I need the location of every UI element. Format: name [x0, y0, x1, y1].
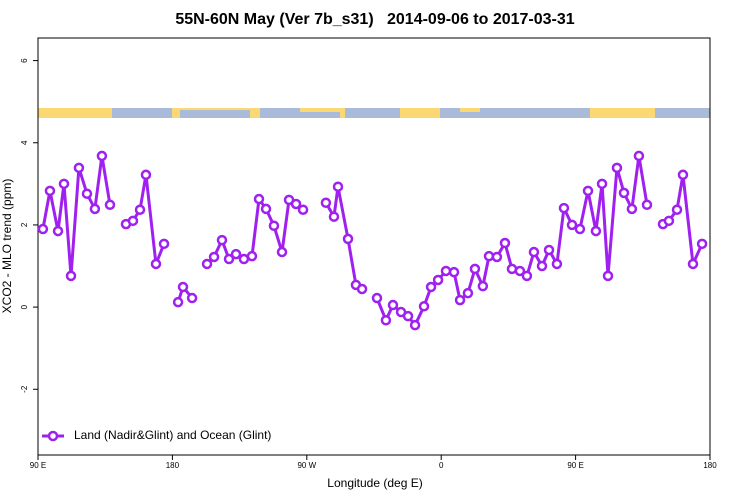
x-tick-label: 0	[439, 461, 444, 470]
point	[536, 260, 548, 272]
point	[551, 258, 563, 270]
point	[201, 258, 213, 270]
point	[253, 193, 265, 205]
y-tick-label: 4	[20, 140, 29, 145]
point	[96, 150, 108, 162]
point	[499, 237, 511, 249]
point	[172, 296, 184, 308]
point	[590, 225, 602, 237]
legend-marker	[47, 430, 59, 442]
point	[641, 199, 653, 211]
point	[276, 246, 288, 258]
point	[104, 199, 116, 211]
point	[521, 270, 533, 282]
series-line	[41, 154, 112, 278]
point	[89, 203, 101, 215]
point	[663, 215, 675, 227]
point	[260, 203, 272, 215]
point	[186, 292, 198, 304]
legend-label: Land (Nadir&Glint) and Ocean (Glint)	[74, 428, 271, 442]
point	[454, 294, 466, 306]
point	[177, 281, 189, 293]
point	[246, 250, 258, 262]
point	[52, 225, 64, 237]
point	[671, 204, 683, 215]
point	[230, 248, 242, 260]
x-tick-label: 90 W	[297, 461, 316, 470]
x-axis-label: Longitude (deg E)	[327, 476, 422, 490]
point	[626, 203, 638, 215]
point	[208, 251, 220, 263]
point	[618, 187, 630, 199]
point	[528, 246, 540, 258]
point	[432, 274, 444, 286]
land-ocean-strip	[38, 108, 710, 118]
chart-title: 55N-60N May (Ver 7b_s31) 2014-09-06 to 2…	[175, 11, 574, 28]
point	[58, 178, 70, 190]
point	[409, 319, 421, 331]
point	[238, 253, 250, 265]
point	[558, 202, 570, 214]
y-tick-label: 2	[20, 222, 29, 227]
x-tick-label: 90 E	[567, 461, 583, 470]
point	[140, 169, 152, 181]
point	[268, 220, 280, 232]
point	[387, 299, 399, 311]
point	[566, 219, 578, 231]
point	[320, 197, 332, 208]
point	[290, 198, 302, 210]
point	[332, 181, 344, 192]
point	[477, 280, 489, 292]
point	[677, 169, 689, 181]
point	[596, 178, 608, 190]
point	[440, 265, 452, 277]
point	[371, 292, 383, 304]
point	[342, 233, 354, 245]
point	[514, 265, 526, 277]
point	[574, 223, 586, 235]
point	[65, 270, 77, 282]
point	[216, 234, 228, 246]
plot-frame	[37, 37, 711, 456]
x-tick-label: 180	[703, 461, 717, 470]
point	[448, 266, 460, 278]
point	[402, 310, 414, 322]
point	[582, 185, 594, 197]
point	[687, 258, 699, 270]
point	[150, 258, 162, 270]
point	[633, 150, 645, 162]
point	[696, 238, 708, 250]
y-tick-label: 0	[20, 304, 29, 309]
point	[462, 287, 474, 299]
point	[469, 263, 481, 275]
point	[543, 244, 555, 256]
x-tick-label: 90 E	[30, 461, 46, 470]
point	[37, 223, 49, 235]
point	[134, 204, 146, 215]
point	[297, 204, 309, 215]
point	[127, 215, 139, 227]
point	[356, 283, 368, 295]
point	[223, 253, 235, 265]
point	[81, 188, 93, 199]
x-tick-label: 180	[166, 461, 180, 470]
y-tick-label: -2	[20, 385, 29, 393]
point	[491, 251, 503, 263]
point	[611, 162, 623, 174]
point	[44, 185, 56, 197]
point	[418, 301, 430, 312]
point	[158, 238, 170, 250]
point	[425, 281, 437, 293]
point	[602, 270, 614, 282]
y-axis-label: XCO2 - MLO trend (ppm)	[0, 179, 14, 314]
y-tick-label: 6	[20, 58, 29, 63]
point	[73, 162, 85, 174]
point	[328, 211, 340, 222]
point	[380, 314, 392, 326]
